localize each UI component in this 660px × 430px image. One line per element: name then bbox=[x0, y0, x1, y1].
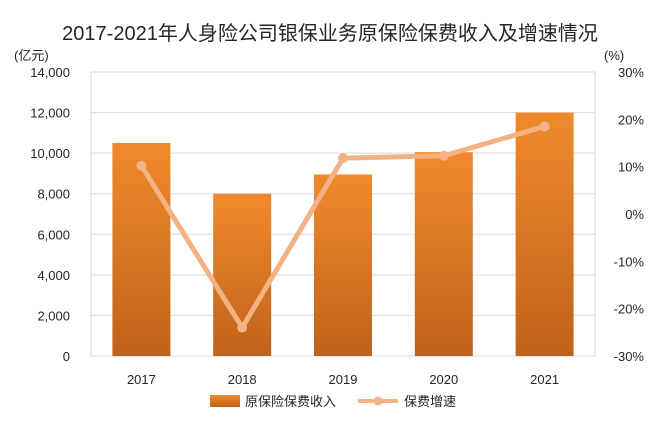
left-tick-label: 8,000 bbox=[37, 187, 70, 202]
legend: 原保险保费收入 保费增速 bbox=[210, 394, 456, 409]
legend-label-bar: 原保险保费收入 bbox=[245, 394, 336, 409]
left-axis-ticks: 0 2,000 4,000 6,000 8,000 10,000 12,000 14,000 bbox=[30, 65, 70, 364]
left-tick-label: 14,000 bbox=[30, 65, 70, 80]
left-tick-label: 0 bbox=[63, 349, 70, 364]
x-tick-label: 2020 bbox=[429, 372, 458, 387]
right-tick-label: 0% bbox=[625, 207, 644, 222]
legend-swatch-bar bbox=[210, 395, 240, 407]
legend-swatch-marker bbox=[373, 396, 383, 406]
right-tick-label: -20% bbox=[614, 302, 645, 317]
line-point bbox=[539, 121, 550, 132]
bar bbox=[314, 174, 372, 356]
x-tick-label: 2019 bbox=[329, 372, 358, 387]
right-tick-label: 20% bbox=[618, 112, 644, 127]
x-axis-ticks: 2017 2018 2019 2020 2021 bbox=[127, 372, 559, 387]
bar-series bbox=[112, 112, 574, 356]
x-tick-label: 2021 bbox=[530, 372, 559, 387]
bar bbox=[112, 143, 171, 356]
bar bbox=[414, 152, 473, 356]
x-tick-label: 2017 bbox=[127, 372, 156, 387]
bar bbox=[515, 112, 574, 356]
line-point bbox=[237, 322, 248, 333]
line-point bbox=[338, 153, 348, 164]
left-tick-label: 12,000 bbox=[30, 106, 70, 121]
left-axis-unit: (亿元) bbox=[14, 48, 49, 63]
left-tick-label: 10,000 bbox=[30, 146, 70, 161]
line-point bbox=[136, 160, 147, 171]
legend-label-line: 保费增速 bbox=[404, 394, 456, 409]
left-tick-label: 2,000 bbox=[37, 308, 70, 323]
line-point bbox=[438, 150, 449, 161]
right-tick-label: -30% bbox=[614, 349, 645, 364]
right-axis-ticks: -30% -20% -10% 0% 10% 20% 30% bbox=[614, 65, 645, 364]
line-series bbox=[136, 121, 550, 333]
left-tick-label: 4,000 bbox=[37, 268, 70, 283]
right-tick-label: 30% bbox=[618, 65, 644, 80]
chart-title: 2017-2021年人身险公司银保业务原保险保费收入及增速情况 bbox=[62, 22, 598, 45]
left-tick-label: 6,000 bbox=[37, 227, 70, 242]
x-tick-label: 2018 bbox=[228, 372, 257, 387]
right-tick-label: 10% bbox=[618, 160, 644, 175]
right-tick-label: -10% bbox=[614, 254, 645, 269]
right-axis-unit: (%) bbox=[604, 48, 624, 63]
